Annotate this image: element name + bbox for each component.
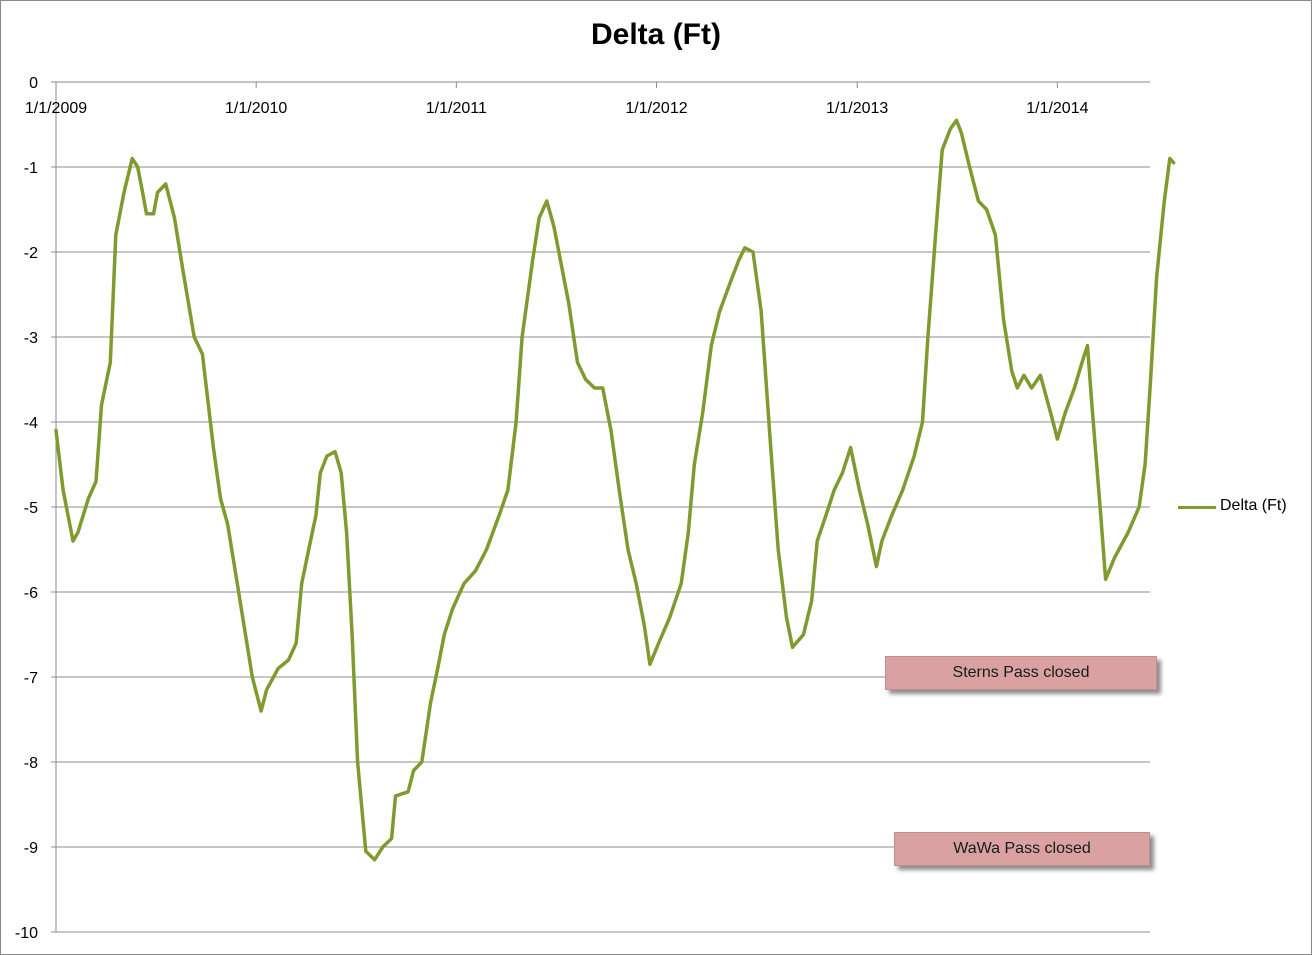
y-axis-ticks: 0 -1 -2 -3 -4 -5 -6 -7 -8 -9 -10	[15, 75, 38, 942]
x-tick-label: 1/1/2010	[225, 100, 287, 117]
y-tick-label: -8	[24, 755, 38, 772]
series-line-delta	[54, 118, 1176, 862]
legend-label: Delta (Ft)	[1220, 497, 1287, 514]
x-tick-label: 1/1/2014	[1026, 100, 1088, 117]
y-tick-label: -5	[24, 500, 38, 517]
y-tick-label: -3	[24, 330, 38, 347]
x-tick-label: 1/1/2011	[426, 100, 487, 117]
x-axis-ticks: 1/1/2009 1/1/2010 1/1/2011 1/1/2012 1/1/2013…	[25, 82, 1089, 117]
y-tick-label: -7	[24, 670, 38, 687]
x-tick-label: 1/1/2012	[625, 100, 687, 117]
annotation-sterns-pass: Sterns Pass closed	[885, 656, 1157, 690]
y-tick-label: -6	[24, 585, 38, 602]
y-tick-label: -2	[24, 245, 38, 262]
y-tick-label: -9	[24, 840, 38, 857]
x-tick-label: 1/1/2009	[25, 100, 87, 117]
chart-title: Delta (Ft)	[591, 18, 721, 51]
annotation-wawa-pass: WaWa Pass closed	[894, 832, 1150, 866]
y-tick-label: 0	[29, 75, 38, 92]
y-tick-label: -4	[24, 415, 38, 432]
y-tick-label: -1	[24, 160, 38, 177]
y-tick-label: -10	[15, 925, 38, 942]
legend-line-swatch	[1178, 506, 1216, 509]
x-tick-label: 1/1/2013	[826, 100, 888, 117]
